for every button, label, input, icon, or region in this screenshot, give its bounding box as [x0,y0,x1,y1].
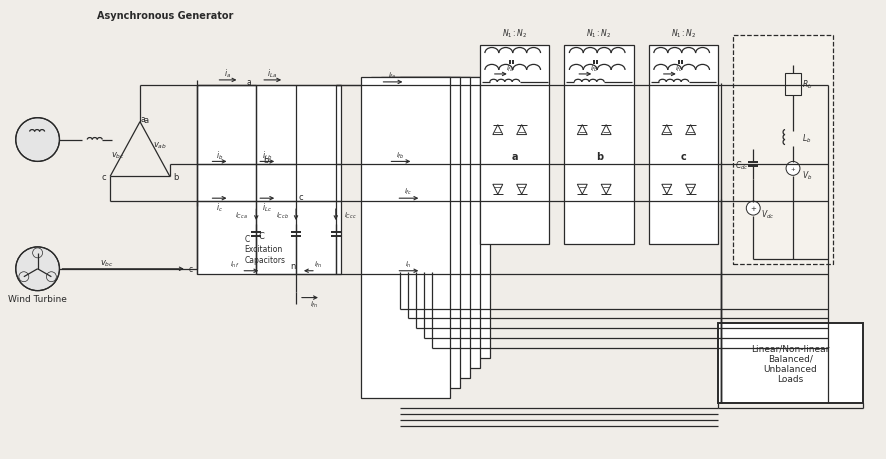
Circle shape [19,272,29,282]
Bar [370,78,460,388]
Text: $i_{fb}$: $i_{fb}$ [590,64,598,74]
Text: a: a [247,78,252,87]
Bar [400,78,490,358]
Text: $R_b$: $R_b$ [802,78,812,91]
Text: $i_{fa}$: $i_{fa}$ [506,64,514,74]
Text: $i_n$: $i_n$ [405,259,412,269]
Text: $i_{fn}$: $i_{fn}$ [314,259,323,269]
Circle shape [16,247,59,291]
Text: a: a [141,115,145,124]
Circle shape [746,202,760,216]
Bar [785,74,801,95]
Text: $L_b$: $L_b$ [802,132,812,145]
Text: b: b [263,156,268,165]
Circle shape [33,248,43,258]
Bar [564,46,634,244]
Text: Wind Turbine: Wind Turbine [8,294,67,303]
Text: $v_{bc}$: $v_{bc}$ [100,258,114,269]
Circle shape [786,162,800,176]
Text: $i_a$: $i_a$ [224,67,231,80]
Bar [480,46,549,244]
Text: Linear/Non-linear
Balanced/
Unbalanced
Loads: Linear/Non-linear Balanced/ Unbalanced L… [751,343,829,383]
Text: a: a [144,116,149,125]
Text: $i_{Lb}$: $i_{Lb}$ [262,149,272,162]
Text: c: c [299,192,303,201]
Text: $i_{La}$: $i_{La}$ [268,67,277,80]
Text: $N_1:N_2$: $N_1:N_2$ [587,28,612,40]
Text: +: + [790,167,796,172]
Text: $C_{dc}$: $C_{dc}$ [734,159,748,171]
Text: $i_{fc}$: $i_{fc}$ [404,187,413,197]
Bar [380,78,470,378]
Text: $V_{dc}$: $V_{dc}$ [761,208,775,221]
Text: b: b [173,173,178,181]
Text: $i_{fb}$: $i_{fb}$ [396,150,405,160]
Text: C: C [259,232,264,241]
Text: $N_1:N_2$: $N_1:N_2$ [502,28,527,40]
Text: $i_c$: $i_c$ [216,202,223,214]
Text: C
Excitation
Capacitors: C Excitation Capacitors [245,235,285,264]
Text: b: b [595,152,602,162]
Text: $i_{Cca}$: $i_{Cca}$ [235,211,248,221]
Text: $i_{fc}$: $i_{fc}$ [674,64,683,74]
Text: $v_{bc}$: $v_{bc}$ [112,150,125,160]
Text: $i_{nf}$: $i_{nf}$ [229,259,239,269]
Text: $v_{ab}$: $v_{ab}$ [153,140,167,151]
Text: $i_{Ccc}$: $i_{Ccc}$ [345,211,357,221]
Bar [391,78,480,369]
Circle shape [16,118,59,162]
Text: +: + [750,206,756,212]
Bar [197,86,341,274]
Text: Asynchronous Generator: Asynchronous Generator [97,11,234,21]
Circle shape [46,272,57,282]
Text: n: n [291,262,296,271]
Bar [734,36,833,264]
Text: $i_{fn}$: $i_{fn}$ [310,299,318,309]
Text: $V_b$: $V_b$ [802,169,812,181]
Text: $N_1:N_2$: $N_1:N_2$ [671,28,696,40]
Text: $i_b$: $i_b$ [216,149,223,162]
Text: a: a [511,152,518,162]
Bar [719,324,863,403]
Bar [649,46,719,244]
Bar [361,78,450,398]
Text: $i_{fa}$: $i_{fa}$ [388,71,397,81]
Text: $i_{Lc}$: $i_{Lc}$ [262,202,272,214]
Text: $i_{Ccb}$: $i_{Ccb}$ [276,211,289,221]
Text: c: c [680,152,687,162]
Text: c: c [102,173,106,181]
Text: c: c [189,265,193,274]
